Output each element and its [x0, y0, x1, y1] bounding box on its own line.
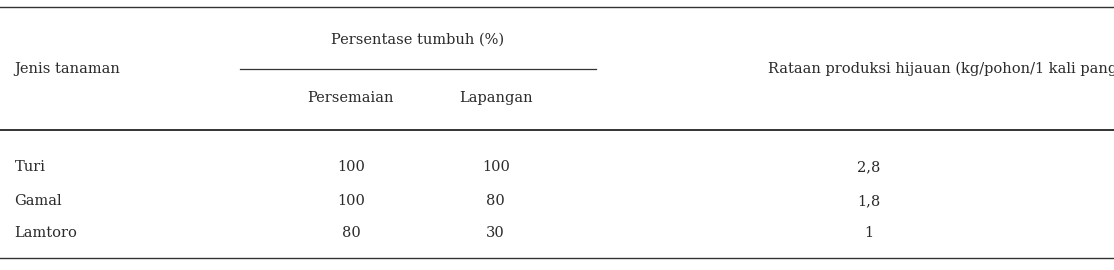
Text: Persentase tumbuh (%): Persentase tumbuh (%): [331, 32, 505, 46]
Text: 1,8: 1,8: [858, 194, 880, 208]
Text: Turi: Turi: [14, 160, 46, 174]
Text: 80: 80: [342, 226, 360, 240]
Text: 100: 100: [481, 160, 510, 174]
Text: 80: 80: [487, 194, 505, 208]
Text: Persemaian: Persemaian: [307, 91, 394, 105]
Text: Gamal: Gamal: [14, 194, 62, 208]
Text: 1: 1: [864, 226, 873, 240]
Text: 100: 100: [336, 194, 365, 208]
Text: Jenis tanaman: Jenis tanaman: [14, 62, 120, 76]
Text: 100: 100: [336, 160, 365, 174]
Text: Lapangan: Lapangan: [459, 91, 532, 105]
Text: 2,8: 2,8: [858, 160, 880, 174]
Text: Rataan produksi hijauan (kg/pohon/1 kali pangkas): Rataan produksi hijauan (kg/pohon/1 kali…: [768, 62, 1114, 76]
Text: 30: 30: [487, 226, 505, 240]
Text: Lamtoro: Lamtoro: [14, 226, 77, 240]
